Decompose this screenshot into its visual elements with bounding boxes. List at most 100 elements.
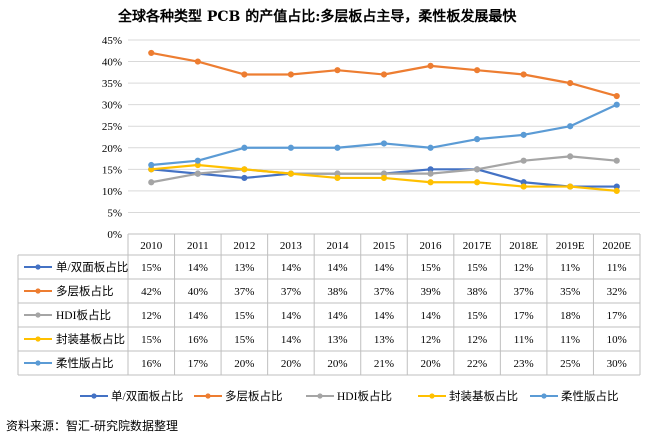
data-point xyxy=(427,144,434,151)
data-point xyxy=(287,71,295,78)
table-series-name: 封装基板占比 xyxy=(56,332,125,346)
data-label: 15% xyxy=(234,310,254,322)
table-legend-marker xyxy=(35,264,41,270)
data-point xyxy=(427,179,434,186)
data-label: 18% xyxy=(560,310,580,322)
data-label: 14% xyxy=(374,310,394,322)
legend-marker xyxy=(91,393,97,399)
y-tick-label: 45% xyxy=(102,35,122,47)
data-point xyxy=(473,136,481,143)
data-label: 37% xyxy=(374,286,394,298)
x-tick-label: 2016 xyxy=(420,240,443,252)
data-point xyxy=(334,174,341,182)
data-point xyxy=(241,166,248,173)
data-point xyxy=(241,144,248,151)
y-tick-label: 40% xyxy=(102,57,122,69)
data-label: 42% xyxy=(141,286,161,298)
data-label: 14% xyxy=(327,310,347,322)
y-tick-label: 5% xyxy=(107,207,122,219)
legend-label: 柔性版占比 xyxy=(561,389,619,403)
data-point xyxy=(613,101,620,108)
legend-marker xyxy=(205,393,211,399)
source-note: 资料来源：智汇-研究院数据整理 xyxy=(6,419,179,433)
legend-label: 封装基板占比 xyxy=(449,389,518,403)
data-label: 14% xyxy=(327,262,347,274)
data-label: 11% xyxy=(560,334,580,346)
table-series-name: 柔性版占比 xyxy=(56,356,114,370)
legend-label: 单/双面板占比 xyxy=(111,389,183,403)
data-label: 25% xyxy=(560,358,580,370)
data-label: 12% xyxy=(467,334,487,346)
data-point xyxy=(380,174,388,182)
data-label: 23% xyxy=(514,358,534,370)
x-tick-label: 2015 xyxy=(373,240,396,252)
data-label: 15% xyxy=(141,262,161,274)
y-tick-label: 10% xyxy=(102,186,122,198)
data-label: 20% xyxy=(234,358,254,370)
x-tick-label: 2018E xyxy=(509,240,538,252)
x-tick-label: 2012 xyxy=(233,240,255,252)
table-legend-marker xyxy=(35,288,41,294)
y-tick-label: 0% xyxy=(107,229,122,241)
data-label: 14% xyxy=(281,334,301,346)
data-label: 32% xyxy=(607,286,627,298)
data-label: 14% xyxy=(188,262,208,274)
table-legend-marker xyxy=(35,336,41,342)
y-tick-label: 30% xyxy=(102,100,122,112)
data-label: 15% xyxy=(141,334,161,346)
x-tick-label: 2010 xyxy=(140,240,163,252)
data-label: 14% xyxy=(281,262,301,274)
data-label: 15% xyxy=(467,262,487,274)
data-label: 39% xyxy=(420,286,440,298)
data-label: 20% xyxy=(327,358,347,370)
data-label: 12% xyxy=(141,310,161,322)
legend-label: HDI板占比 xyxy=(337,389,392,403)
data-label: 11% xyxy=(607,262,627,274)
data-label: 22% xyxy=(467,358,487,370)
legend-marker xyxy=(429,393,435,399)
data-label: 14% xyxy=(420,310,440,322)
series-line xyxy=(151,103,618,167)
data-label: 15% xyxy=(467,310,487,322)
table-series-name: 多层板占比 xyxy=(56,284,114,298)
data-label: 14% xyxy=(188,310,208,322)
data-label: 14% xyxy=(374,262,394,274)
data-point xyxy=(613,92,620,100)
table-series-name: 单/双面板占比 xyxy=(56,260,128,274)
data-label: 37% xyxy=(514,286,534,298)
data-label: 12% xyxy=(514,262,534,274)
x-tick-label: 2019E xyxy=(556,240,585,252)
data-point xyxy=(194,58,201,65)
data-point xyxy=(148,161,155,169)
legend-marker xyxy=(541,393,547,399)
data-point xyxy=(520,131,527,138)
x-tick-label: 2011 xyxy=(187,240,209,252)
x-tick-label: 2014 xyxy=(326,240,349,252)
data-label: 38% xyxy=(467,286,487,298)
data-label: 13% xyxy=(234,262,254,274)
x-tick-label: 2013 xyxy=(280,240,303,252)
data-point xyxy=(194,170,201,177)
data-label: 13% xyxy=(327,334,347,346)
y-tick-label: 15% xyxy=(102,164,122,176)
data-label: 37% xyxy=(234,286,254,298)
data-label: 35% xyxy=(560,286,580,298)
data-label: 40% xyxy=(188,286,208,298)
data-point xyxy=(520,157,527,164)
data-point xyxy=(427,62,434,69)
data-point xyxy=(520,183,527,190)
data-label: 15% xyxy=(420,262,440,274)
table-legend-marker xyxy=(35,312,41,318)
data-label: 11% xyxy=(514,334,534,346)
data-label: 15% xyxy=(234,334,254,346)
data-point xyxy=(241,71,248,78)
x-tick-label: 2020E xyxy=(602,240,631,252)
data-point xyxy=(567,183,574,190)
data-label: 20% xyxy=(420,358,440,370)
data-label: 17% xyxy=(607,310,627,322)
data-point xyxy=(287,144,295,151)
legend-marker xyxy=(317,393,323,399)
data-label: 13% xyxy=(374,334,394,346)
data-point xyxy=(520,71,527,78)
